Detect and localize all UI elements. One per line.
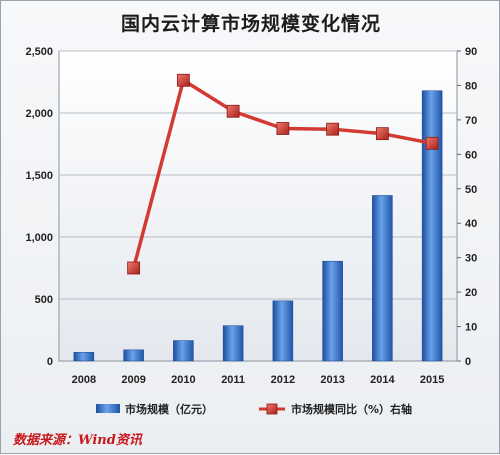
line-marker: [425, 136, 439, 150]
x-tick-label: 2011: [221, 374, 245, 386]
bar: [173, 340, 194, 362]
x-tick-label: 2010: [171, 374, 195, 386]
x-tick-label: 2009: [121, 374, 145, 386]
line-marker: [276, 122, 290, 135]
y-right-tick-label: 20: [465, 287, 477, 299]
bar: [322, 260, 343, 362]
y-left-tick-label: 2,000: [25, 108, 53, 120]
bar: [123, 349, 144, 362]
legend-bar-label: 市场规模（亿元）: [125, 402, 213, 416]
bar: [222, 325, 244, 362]
x-tick-label: 2015: [420, 374, 444, 386]
y-right-tick-label: 80: [465, 80, 477, 92]
x-tick-label: 2012: [271, 374, 295, 386]
legend-line-label: 市场规模同比（%）右轴: [291, 402, 412, 416]
y-right-tick-label: 50: [465, 184, 477, 196]
bar: [73, 352, 95, 362]
chart-title: 国内云计算市场规模变化情况: [120, 13, 381, 35]
y-right-tick-label: 60: [465, 149, 477, 161]
legend-line-marker: [266, 403, 278, 415]
y-right-tick-label: 90: [465, 46, 477, 58]
x-tick-label: 2014: [370, 374, 395, 386]
plot-area: [58, 50, 458, 362]
x-tick-label: 2013: [320, 374, 344, 386]
line-marker: [375, 127, 389, 141]
line-marker: [326, 122, 340, 136]
y-left-tick-label: 500: [35, 294, 53, 306]
bar: [272, 300, 294, 362]
y-left-tick-label: 1,000: [25, 232, 53, 244]
line-marker: [226, 104, 240, 118]
line-marker: [127, 261, 141, 275]
x-tick-label: 2008: [72, 374, 96, 386]
source-note: 数据来源：Wind资讯: [13, 433, 142, 448]
y-left-tick-label: 0: [47, 356, 53, 368]
y-right-tick-label: 40: [465, 218, 477, 230]
y-left-tick-label: 1,500: [25, 170, 53, 182]
line-marker: [176, 73, 190, 87]
y-right-tick-label: 30: [465, 253, 477, 265]
y-right-tick-label: 0: [465, 356, 471, 368]
bar: [372, 195, 393, 362]
y-left-tick-label: 2,500: [25, 46, 53, 58]
y-right-tick-label: 70: [465, 115, 477, 127]
legend-bar-swatch: [96, 404, 120, 413]
y-right-tick-label: 10: [465, 322, 477, 334]
bar: [421, 90, 443, 362]
